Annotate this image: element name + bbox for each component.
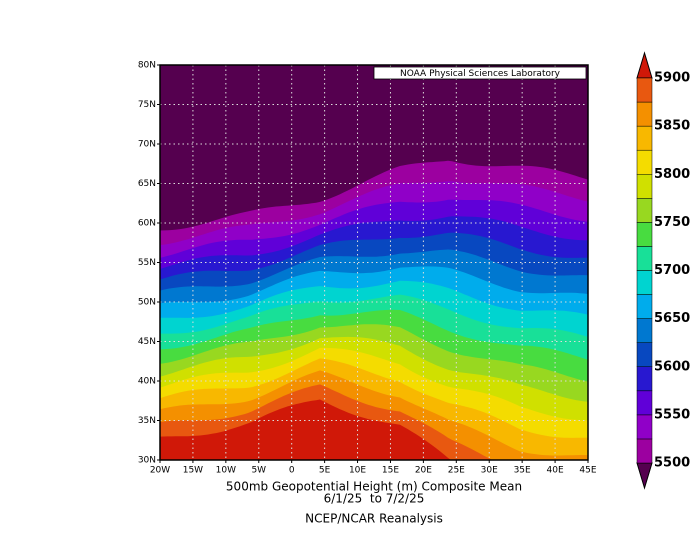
colorbar-segment (636, 438, 653, 464)
contour-band (160, 399, 452, 460)
colorbar-segment (636, 101, 653, 127)
colorbar-label: 5750 (654, 215, 690, 230)
lat-label: 40N (138, 377, 156, 387)
lon-label: 35E (514, 466, 531, 476)
colorbar-segment (636, 342, 653, 367)
lon-label: 15E (382, 466, 399, 476)
colorbar-segment (636, 246, 653, 271)
caption-source: NCEP/NCAR Reanalysis (305, 512, 443, 526)
colorbar-label: 5700 (654, 263, 690, 278)
colorbar-segment (636, 270, 653, 295)
colorbar-cap (636, 51, 653, 79)
colorbar-segment (636, 414, 653, 440)
colorbar-cap (636, 462, 653, 490)
lon-label: 20E (415, 466, 432, 476)
colorbar-segment (636, 294, 653, 319)
lon-label: 40E (547, 466, 564, 476)
colorbar-label: 5500 (654, 456, 690, 471)
lon-label: 30E (481, 466, 498, 476)
colorbar-segment (636, 198, 653, 223)
caption-dates: 6/1/25 to 7/2/25 (324, 492, 425, 506)
lat-label: 30N (138, 456, 156, 466)
lon-label: 5W (251, 466, 266, 476)
label-box (373, 66, 587, 80)
colorbar: 5500 5550 5600 5650 5700 5750 5800 5850 5900 (636, 51, 690, 490)
caption-title: 500mb Geopotential Height (m) Composite … (226, 480, 522, 494)
lon-label: 0 (289, 466, 295, 476)
contour-fill (160, 160, 588, 460)
lat-label: 80N (138, 61, 156, 71)
colorbar-label: 5800 (654, 167, 690, 182)
lon-label: 15W (183, 466, 203, 476)
colorbar-label: 5900 (654, 71, 690, 86)
colorbar-segment (636, 366, 653, 392)
colorbar-segment (636, 149, 653, 175)
colorbar-segment (636, 222, 653, 247)
lat-label: 75N (138, 100, 156, 110)
colorbar-label: 5650 (654, 311, 690, 326)
lon-label: 20W (150, 466, 170, 476)
colorbar-segment (636, 318, 653, 343)
colorbar-label: 5550 (654, 407, 690, 422)
lon-label: 25E (448, 466, 465, 476)
colorbar-segment (636, 174, 653, 199)
lon-label: 5E (319, 466, 331, 476)
colorbar-segment (636, 77, 653, 103)
lon-label: 10E (349, 466, 366, 476)
lon-label: 45E (579, 466, 596, 476)
lat-label: 55N (138, 258, 156, 268)
colorbar-segment (636, 125, 653, 151)
lat-label: 65N (138, 179, 156, 189)
colorbar-label: 5850 (654, 119, 690, 134)
lat-label: 70N (138, 140, 156, 150)
lat-label: 60N (138, 219, 156, 229)
lon-label: 10W (216, 466, 236, 476)
lab-label: NOAA Physical Sciences Laboratory (400, 69, 561, 79)
grid: 20W 15W 10W 5W 0 5E 10E 15E 20E 25E 30E 35E 40E 45E 30… (138, 61, 597, 476)
lat-label: 45N (138, 337, 156, 347)
lat-label: 50N (138, 298, 156, 308)
map-frame (159, 64, 589, 461)
colorbar-label: 5600 (654, 359, 690, 374)
lat-label: 35N (138, 416, 156, 426)
colorbar-segment (636, 390, 653, 416)
